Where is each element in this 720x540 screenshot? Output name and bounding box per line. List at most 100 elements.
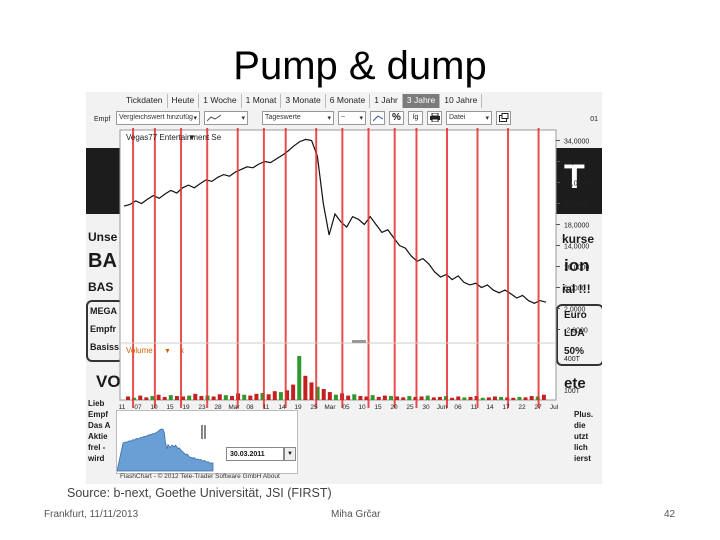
volume-bar [364,396,369,400]
chevron-down-icon: ▾ [193,114,197,122]
background-word: Euro [564,310,587,321]
footer-page-number: 42 [664,509,676,520]
file-select[interactable]: Datei ▾ [446,110,492,125]
background-word: VO [96,372,121,391]
tab-10-jahre[interactable]: 10 Jahre [440,94,483,108]
volume-bar [138,395,143,400]
x-tick-label: 17 [502,404,510,410]
chart-svg: 34,0000 30,0000 26,0000 22,0000 18,0000 14,00… [119,128,589,411]
background-word: frel - [88,443,106,452]
x-tick-label: 27 [534,404,542,410]
volume-bar [193,393,198,400]
tab-1-jahr[interactable]: 1 Jahr [370,94,403,108]
volume-bar [291,384,296,400]
volume-bar [168,395,173,400]
volume-bar [297,356,302,400]
volume-bar [229,396,234,400]
background-word: Unse [88,230,118,244]
chart-type-select[interactable]: ▾ [204,110,248,125]
tab-heute[interactable]: Heute [167,94,200,108]
trend-button[interactable] [370,110,385,125]
volume-tick-label: 100T [564,388,581,395]
background-word: LDA [564,328,585,339]
volume-bar [144,397,149,400]
navigator-pane[interactable] [116,410,298,474]
interval-select[interactable]: Tageswerte ▾ [262,110,334,125]
tab-1-woche[interactable]: 1 Woche [199,94,242,108]
volume-bar [248,395,253,400]
x-tick-label: 25 [406,404,414,410]
volume-bar [309,382,314,400]
tab-1-monat[interactable]: 1 Monat [241,94,282,108]
background-dark-panel-left [86,148,122,214]
background-word: Plus. [574,410,594,419]
x-tick-label: 10 [150,404,158,410]
percent-button[interactable]: % [389,110,404,125]
tab-3-jahre[interactable]: 3 Jahre [402,94,441,108]
x-tick-label: 25 [310,404,318,410]
y-tick-label: 30,0000 [564,160,589,167]
volume-bar [217,394,222,400]
volume-bar [468,396,473,400]
y-tick-label: 18,0000 [564,223,589,230]
pane-resize-handle[interactable] [352,340,366,343]
volume-bar [511,397,516,400]
close-icon[interactable]: x [180,346,184,355]
expand-icon [498,113,508,122]
chart-toolbar: Vergleichswert hinzufüge ▾ ▾ Tageswerte … [116,110,511,125]
navigator-handle[interactable] [201,425,203,439]
print-button[interactable] [427,110,442,125]
log-icon: lg [412,114,419,121]
volume-bar [462,397,467,400]
volume-bar [456,396,461,400]
copyright-text: FlashChart - © 2012 Tele-Trader Software… [120,473,280,480]
volume-bar [437,396,442,400]
volume-bar [315,386,320,400]
navigator-handle[interactable] [204,425,206,439]
y-tick-label: 10,0000 [564,265,589,272]
date-field[interactable]: 30.03.2011 [226,447,284,461]
x-tick-label: 11 [471,404,478,410]
volume-bar [333,394,338,400]
volume-bar [413,396,418,400]
background-word: lich [574,443,588,452]
volume-bar [242,394,247,400]
plot-background [119,129,557,401]
volume-bar [162,396,167,400]
background-word: Empf [94,116,111,123]
x-tick-label: Mar [228,404,240,410]
compare-select[interactable]: Vergleichswert hinzufüge ▾ [116,110,200,125]
background-word: Basiss [90,342,120,352]
volume-bar [370,395,375,400]
volume-bar [285,390,290,400]
file-select-value: Datei [449,114,466,121]
y-tick-label: 2,0000 [564,307,586,314]
volume-bar [303,375,308,400]
date-dropdown-button[interactable]: ▼ [284,447,296,461]
volume-bar [211,396,216,400]
printer-icon [429,113,440,122]
tab-3-monate[interactable]: 3 Monate [281,94,326,108]
volume-bar [223,395,228,400]
volume-bar [431,397,436,400]
volume-bar [132,397,137,400]
scale-icon: ~ [341,114,346,121]
x-tick-label: Jun [437,404,448,410]
background-word: 01 [590,116,598,123]
volume-bar [126,396,130,400]
x-tick-label: 10 [358,404,366,410]
price-chart: 34,0000 30,0000 26,0000 22,0000 18,0000 14,00… [116,128,602,411]
expand-button[interactable] [496,110,511,125]
x-tick-label: 20 [390,404,398,410]
log-scale-button[interactable]: lg [408,110,423,125]
volume-bar [388,396,393,400]
volume-bar [187,395,192,400]
tab-6-monate[interactable]: 6 Monate [325,94,371,108]
scale-select[interactable]: ~ ▾ [338,110,366,125]
background-word: Empf [88,410,108,419]
x-tick-label: 05 [342,404,350,410]
toolbar-separator [252,112,258,124]
x-tick-label: 30 [422,404,430,410]
chevron-down-icon: ▼ [287,451,293,457]
tab-tickdaten[interactable]: Tickdaten [122,94,168,108]
